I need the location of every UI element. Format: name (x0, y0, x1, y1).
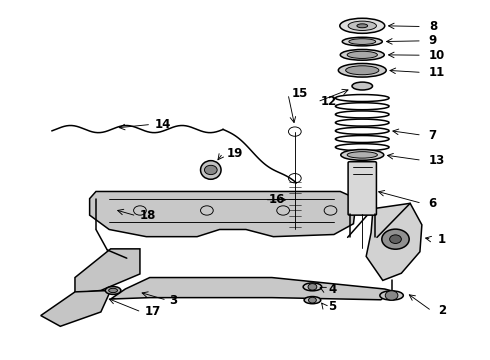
Ellipse shape (345, 66, 379, 75)
Text: 12: 12 (321, 95, 337, 108)
Ellipse shape (357, 24, 368, 28)
Text: 8: 8 (430, 20, 438, 33)
Ellipse shape (105, 287, 121, 294)
Text: 10: 10 (428, 49, 444, 62)
Circle shape (382, 229, 409, 249)
Text: 9: 9 (428, 34, 437, 48)
Polygon shape (90, 192, 356, 237)
Text: 13: 13 (428, 154, 444, 167)
Circle shape (204, 165, 217, 175)
Text: 7: 7 (428, 129, 437, 142)
Text: 18: 18 (140, 210, 156, 222)
Text: 15: 15 (292, 87, 308, 100)
Ellipse shape (349, 39, 376, 44)
Text: 14: 14 (155, 118, 171, 131)
Text: 19: 19 (226, 147, 243, 159)
Text: 1: 1 (438, 233, 446, 246)
Ellipse shape (340, 18, 385, 33)
Text: 16: 16 (269, 193, 285, 206)
Text: 6: 6 (428, 197, 437, 210)
Ellipse shape (342, 37, 382, 46)
Ellipse shape (338, 63, 386, 77)
Text: 5: 5 (328, 300, 336, 313)
Ellipse shape (200, 161, 221, 179)
Ellipse shape (341, 149, 384, 160)
Ellipse shape (347, 51, 377, 58)
Circle shape (309, 297, 317, 303)
Circle shape (390, 235, 401, 243)
Circle shape (385, 291, 398, 300)
Ellipse shape (304, 297, 321, 304)
Text: 2: 2 (438, 305, 446, 318)
FancyBboxPatch shape (348, 162, 376, 215)
Text: 17: 17 (145, 306, 161, 319)
Polygon shape (111, 278, 392, 300)
Text: 3: 3 (169, 294, 177, 307)
Text: 11: 11 (428, 66, 444, 79)
Ellipse shape (347, 152, 377, 158)
Ellipse shape (352, 82, 372, 90)
Polygon shape (366, 203, 422, 280)
Ellipse shape (348, 21, 376, 31)
Polygon shape (41, 291, 111, 326)
Polygon shape (75, 249, 140, 293)
Circle shape (308, 284, 317, 290)
Text: 4: 4 (328, 283, 336, 296)
Ellipse shape (340, 49, 384, 60)
Ellipse shape (109, 288, 118, 293)
Ellipse shape (380, 291, 403, 300)
Ellipse shape (303, 283, 322, 291)
